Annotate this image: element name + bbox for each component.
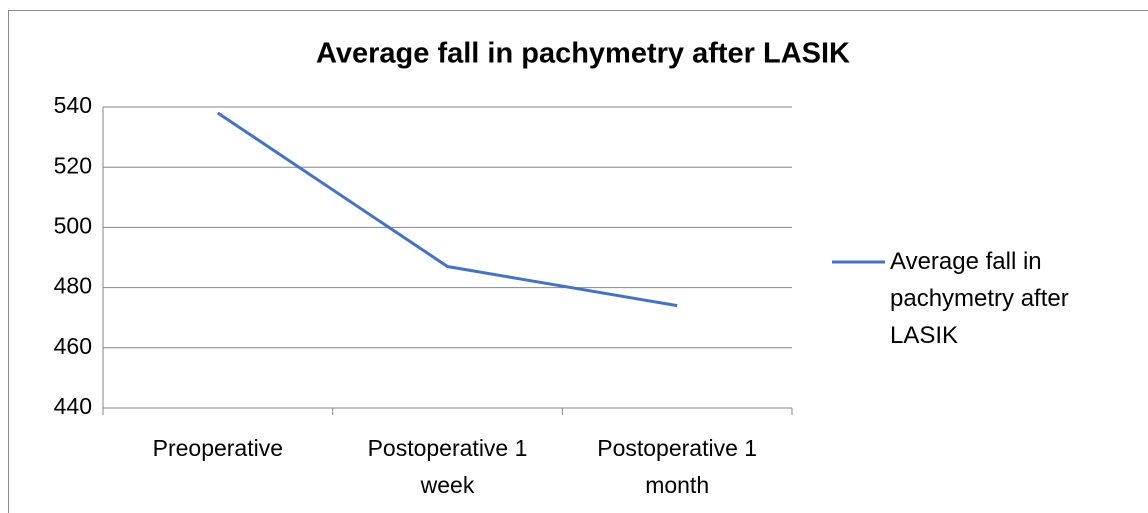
x-tick-label: Postoperative 1 month (597, 435, 758, 498)
chart-title: Average fall in pachymetry after LASIK (316, 38, 850, 70)
y-tick-label: 440 (54, 393, 92, 419)
x-tick-label: Preoperative (152, 435, 284, 461)
line (216, 111, 678, 308)
y-tick-label: 540 (54, 92, 92, 118)
y-tick-label: 480 (54, 273, 92, 299)
y-tick-label: 500 (54, 212, 92, 238)
x-tick-label: Postoperative 1 week (367, 435, 528, 498)
y-tick-label: 460 (54, 333, 92, 359)
chart-border (8, 10, 1148, 513)
y-tick-label: 520 (54, 152, 92, 178)
legend-label: Average fall in pachymetry after LASIK (890, 248, 1069, 349)
